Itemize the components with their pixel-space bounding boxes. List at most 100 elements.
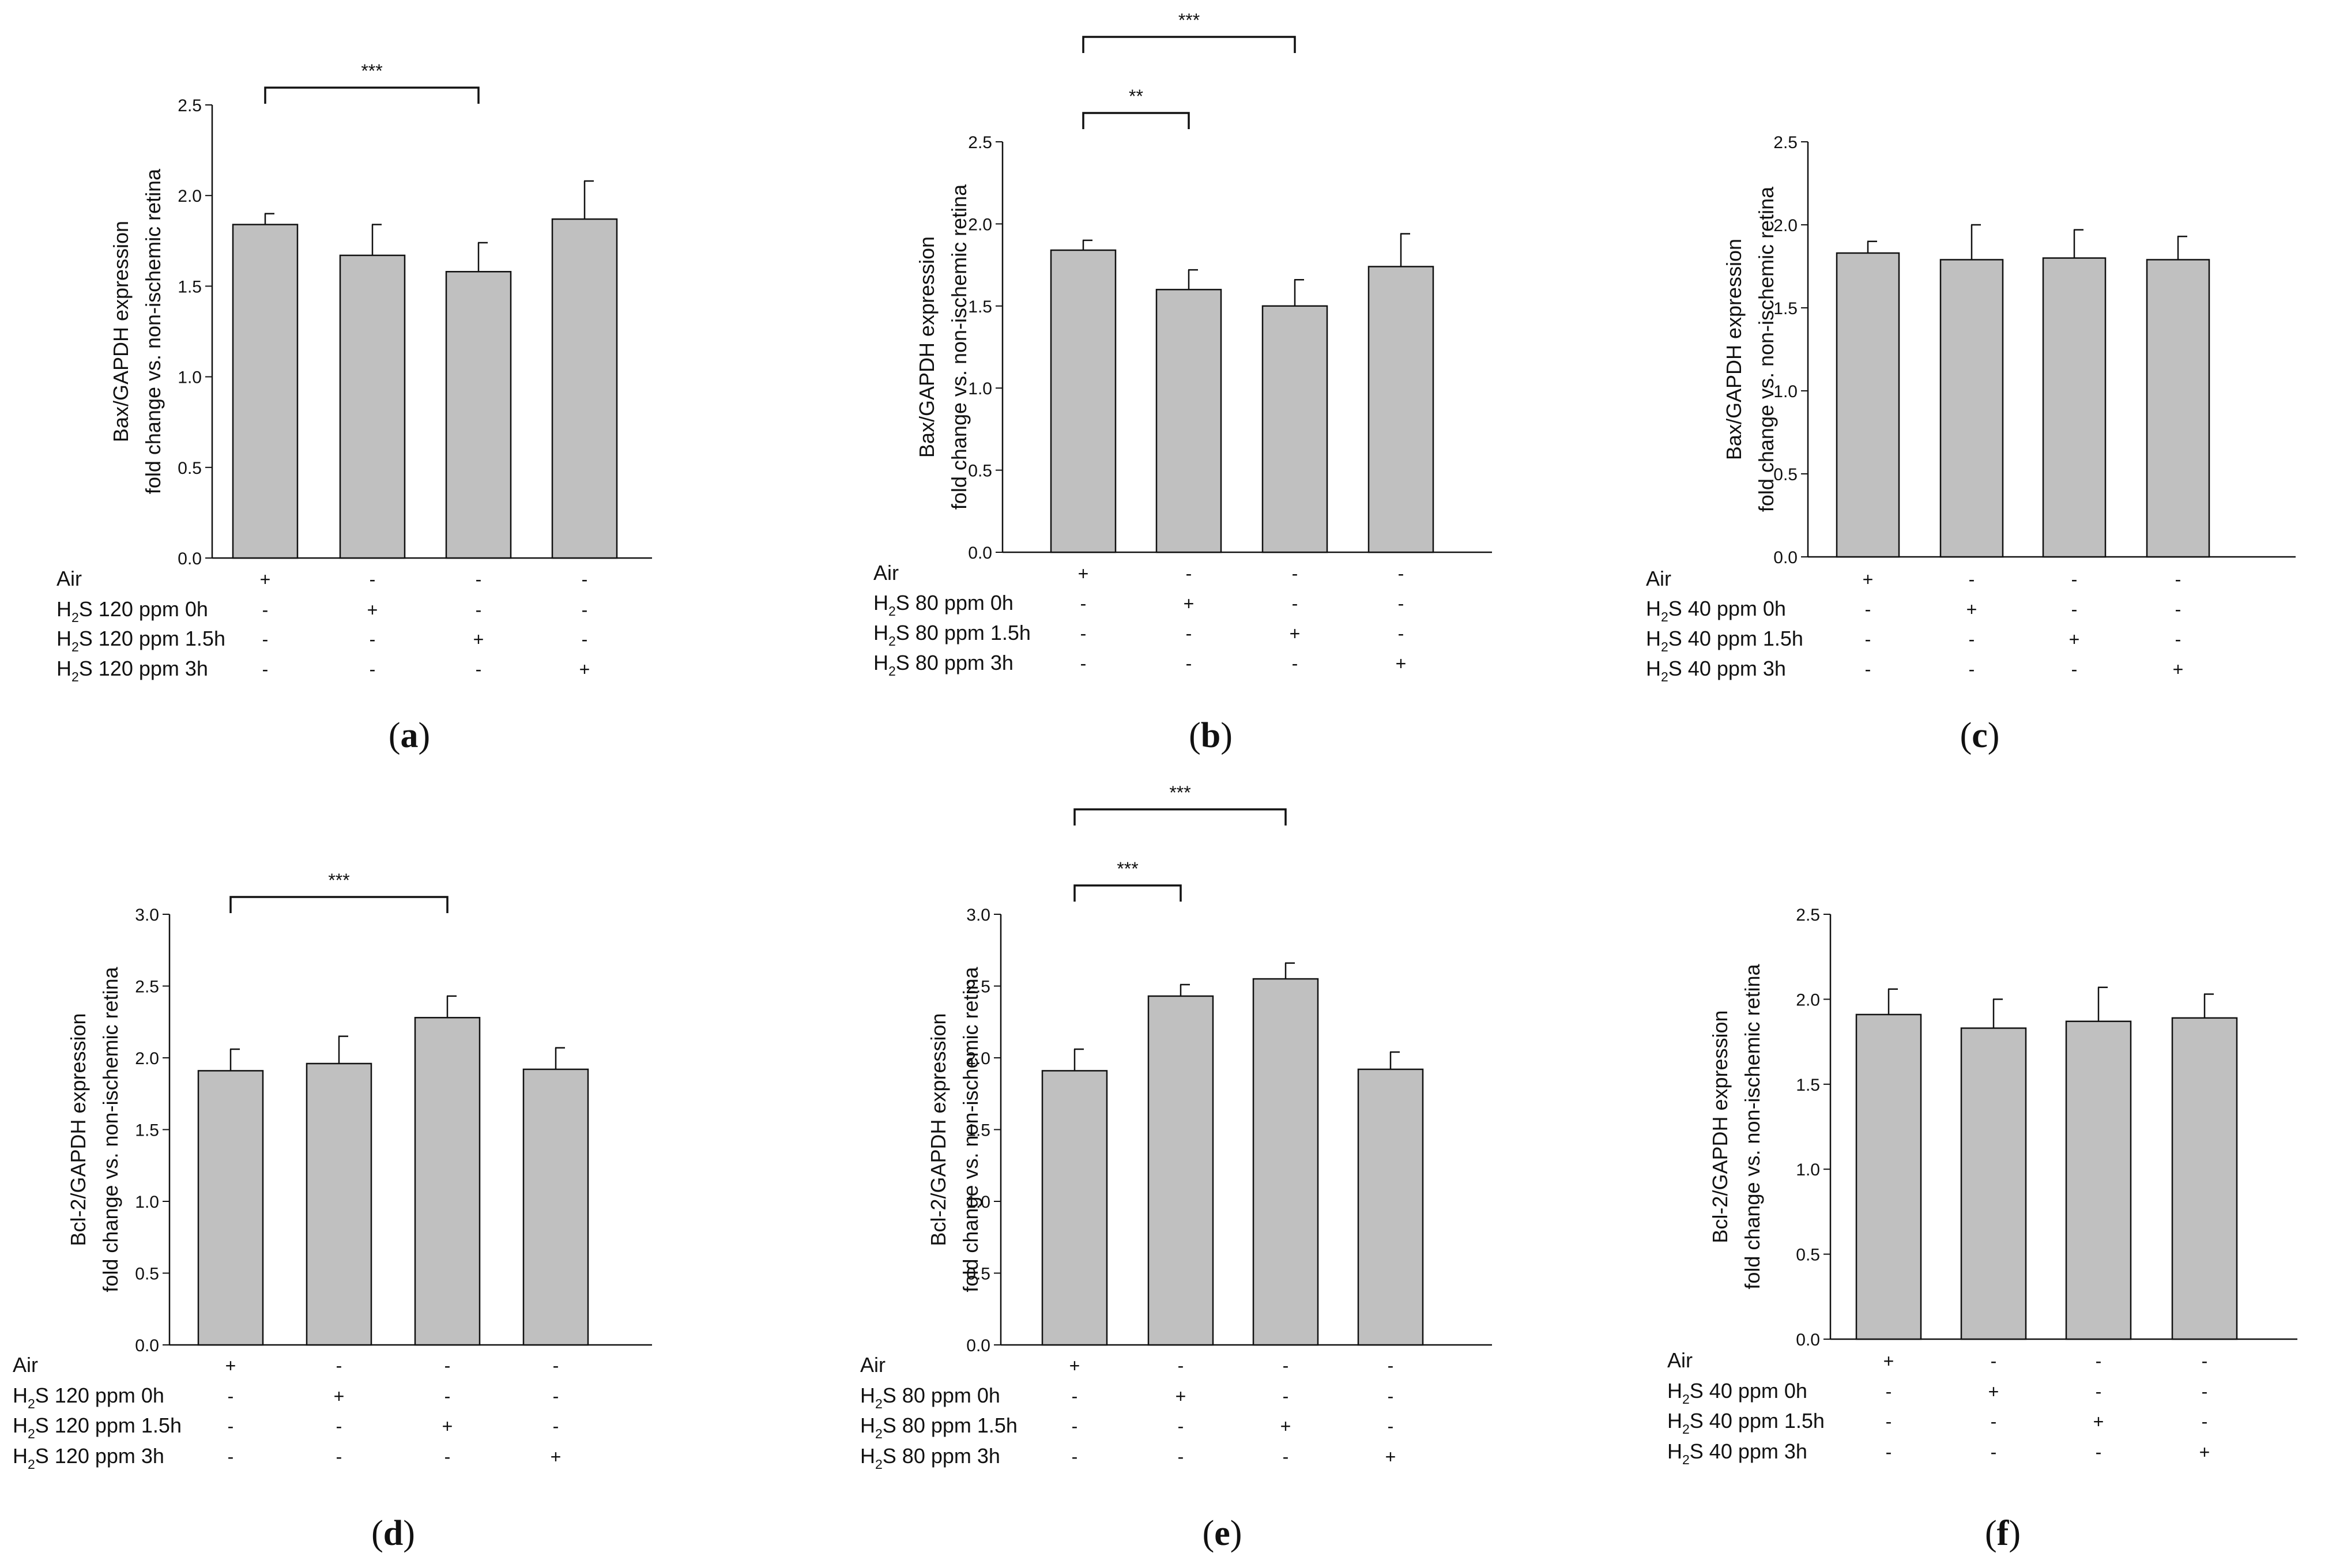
y-tick-label: 2.5 <box>135 978 159 997</box>
condition-sign: - <box>1886 1411 1892 1432</box>
condition-sign: - <box>444 1446 451 1467</box>
condition-sign: - <box>1186 623 1192 644</box>
significance-label: *** <box>361 61 382 81</box>
condition-sign: - <box>370 569 376 590</box>
significance-label: *** <box>328 870 349 891</box>
condition-sign: - <box>1080 653 1087 674</box>
y-tick-label: 1.0 <box>968 379 992 398</box>
chart-panel-d: 0.0 0.5 1.0 1.5 2.0 2.5 3.0 Bcl-2/GAPDH express… <box>13 870 652 1553</box>
bar <box>1855 1013 1922 1340</box>
significance-bracket <box>1082 36 1296 53</box>
condition-label: Air <box>873 561 899 585</box>
y-axis-title-line1: Bcl-2/GAPDH expression <box>1708 1010 1732 1243</box>
condition-sign: - <box>1969 659 1975 680</box>
panel-letter: (a) <box>389 716 430 755</box>
y-tick-label: 1.0 <box>966 1193 990 1212</box>
condition-sign: - <box>1398 593 1404 614</box>
condition-sign: - <box>2202 1411 2208 1432</box>
condition-sign: - <box>2096 1442 2102 1463</box>
condition-sign: - <box>2175 569 2181 590</box>
condition-sign: - <box>2096 1381 2102 1402</box>
significance-label: ** <box>1129 86 1143 107</box>
condition-sign: - <box>553 1386 559 1407</box>
bar <box>445 270 512 559</box>
panel-letter: (b) <box>1189 716 1233 755</box>
condition-sign: + <box>1385 1446 1396 1467</box>
condition-label: H2S 80 ppm 1.5h <box>873 621 1031 649</box>
y-tick-label: 0.5 <box>966 1265 990 1284</box>
y-tick-label: 2.0 <box>178 187 202 206</box>
condition-label: H2S 40 ppm 0h <box>1646 597 1786 624</box>
condition-sign: - <box>1080 623 1087 644</box>
y-tick-label: 0.5 <box>968 462 992 481</box>
condition-sign: - <box>1991 1411 1997 1432</box>
bar <box>1147 995 1214 1346</box>
condition-label: H2S 80 ppm 1.5h <box>860 1414 1018 1441</box>
significance-bracket <box>1073 808 1287 826</box>
condition-sign: + <box>442 1416 453 1437</box>
condition-label: H2S 40 ppm 1.5h <box>1646 627 1803 654</box>
condition-sign: - <box>1080 593 1087 614</box>
y-tick-label: 2.5 <box>1796 906 1820 925</box>
significance-bracket <box>1082 112 1190 129</box>
chart-panel-e: 0.0 0.5 1.0 1.5 2.0 2.5 3.0 Bcl-2/GAPDH express… <box>860 782 1492 1553</box>
condition-sign: - <box>553 1416 559 1437</box>
y-tick-label: 2.0 <box>968 215 992 234</box>
y-tick-label: 2.0 <box>1773 216 1798 235</box>
condition-sign: - <box>1969 629 1975 650</box>
y-axis-title-line1: Bax/GAPDH expression <box>1722 239 1746 460</box>
condition-sign: - <box>1398 623 1404 644</box>
y-axis-title-line2: fold change vs. non-ischemic retina <box>1754 186 1778 512</box>
y-axis-title-line1: Bcl-2/GAPDH expression <box>66 1013 90 1246</box>
significance-bracket <box>1073 884 1182 902</box>
bar <box>414 1017 481 1346</box>
condition-sign: - <box>1186 563 1192 584</box>
bar <box>1367 266 1434 553</box>
significance-label: *** <box>1169 782 1190 803</box>
bar <box>1357 1068 1424 1346</box>
condition-sign: + <box>1290 623 1301 644</box>
condition-sign: + <box>1883 1351 1894 1371</box>
condition-sign: - <box>1283 1386 1289 1407</box>
condition-sign: - <box>336 1446 342 1467</box>
y-tick-label: 0.0 <box>966 1336 990 1355</box>
condition-sign: + <box>1966 599 1977 620</box>
condition-sign: - <box>1072 1386 1078 1407</box>
condition-sign: + <box>367 600 378 620</box>
condition-sign: - <box>262 629 269 650</box>
condition-sign: - <box>476 569 482 590</box>
condition-sign: - <box>228 1416 234 1437</box>
y-tick-label: 1.0 <box>1773 382 1798 401</box>
y-tick-label: 0.5 <box>135 1265 159 1284</box>
condition-sign: - <box>1886 1442 1892 1463</box>
condition-sign: - <box>1865 629 1871 650</box>
chart-panel-f: 0.0 0.5 1.0 1.5 2.0 2.5 Bcl-2/GAPDH expression… <box>1667 906 2297 1553</box>
condition-label: H2S 120 ppm 1.5h <box>56 627 225 654</box>
panel-letter: (e) <box>1203 1514 1242 1553</box>
y-tick-label: 2.5 <box>968 133 992 152</box>
condition-sign: - <box>1178 1355 1184 1376</box>
condition-sign: + <box>1175 1386 1186 1407</box>
condition-sign: - <box>553 1355 559 1376</box>
bar <box>1836 252 1900 558</box>
bar <box>1939 259 2004 558</box>
condition-sign: - <box>370 659 376 680</box>
bar <box>232 224 299 559</box>
significance-bracket <box>229 896 449 913</box>
y-tick-label: 2.0 <box>966 1049 990 1068</box>
y-tick-label: 0.0 <box>1796 1330 1820 1350</box>
significance-bracket <box>264 86 480 104</box>
bar <box>1155 289 1222 553</box>
chart-panel-c: 0.0 0.5 1.0 1.5 2.0 2.5 Bax/GAPDH expression fo… <box>1646 133 2296 755</box>
condition-label: H2S 80 ppm 0h <box>860 1384 1000 1411</box>
y-tick-label: 1.0 <box>1796 1160 1820 1179</box>
condition-sign: - <box>1865 599 1871 620</box>
condition-sign: - <box>1186 653 1192 674</box>
y-tick-label: 0.0 <box>178 549 202 568</box>
condition-sign: + <box>1988 1381 1999 1402</box>
condition-sign: - <box>1072 1446 1078 1467</box>
condition-sign: - <box>1398 563 1404 584</box>
condition-sign: - <box>336 1416 342 1437</box>
panel-letter: (d) <box>371 1514 415 1553</box>
condition-sign: - <box>2096 1351 2102 1371</box>
